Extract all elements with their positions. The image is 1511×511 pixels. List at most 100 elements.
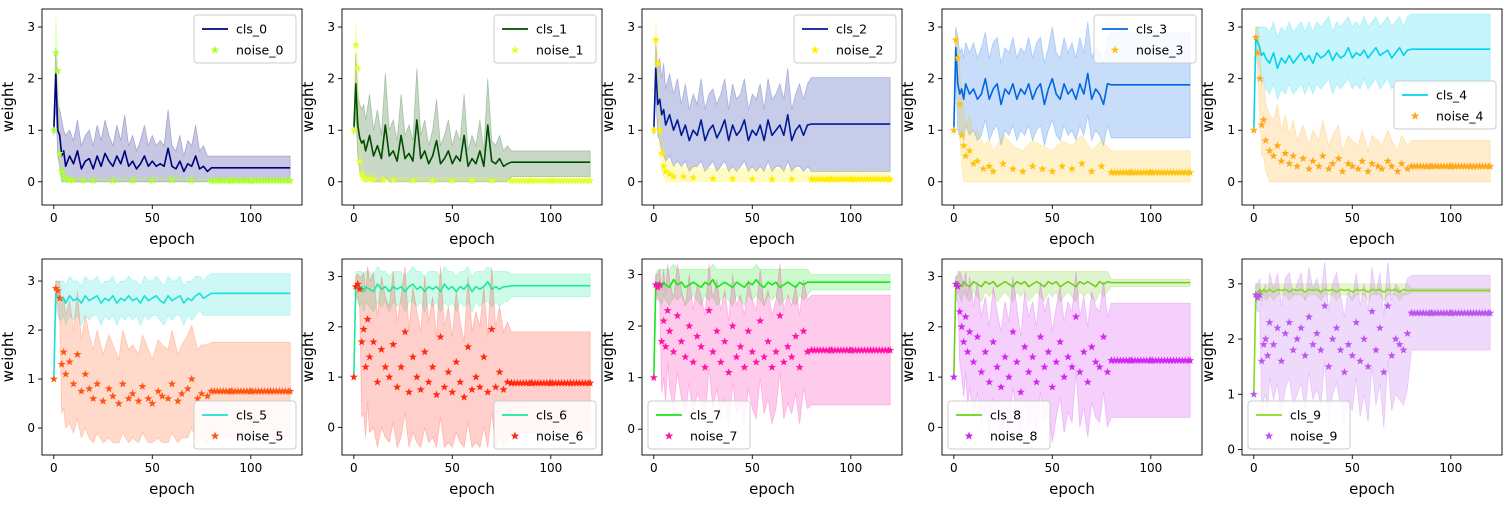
noise_7-point <box>813 346 822 354</box>
x-axis-label: epoch <box>1349 230 1395 248</box>
noise_8-point <box>1064 352 1073 361</box>
noise_8-point <box>1095 362 1104 371</box>
noise_2-point <box>651 35 660 44</box>
noise_2-point <box>728 174 737 183</box>
noise_8-point <box>1178 356 1187 364</box>
x-axis-label: epoch <box>149 230 195 248</box>
noise_4-point <box>1475 162 1484 170</box>
legend: cls_1 noise_1 <box>493 14 597 64</box>
noise_4-point <box>1393 167 1402 175</box>
noise_2-point <box>659 162 668 170</box>
noise_6-point <box>475 382 484 391</box>
noise_6-point <box>578 378 587 387</box>
legend: cls_6 noise_6 <box>493 400 597 450</box>
cls_9-band <box>1253 283 1491 400</box>
noise_4-point <box>1255 74 1264 83</box>
noise_2-point <box>860 175 869 183</box>
noise_7-point <box>791 332 800 340</box>
noise_9-point <box>1312 329 1321 337</box>
noise_8-point <box>1071 312 1080 321</box>
noise_9-point <box>1324 362 1333 371</box>
x-tick-label: 50 <box>745 211 760 225</box>
legend-box <box>493 400 597 450</box>
noise_6-point <box>357 337 366 346</box>
y-tick-label: 2 <box>27 72 35 86</box>
noise_9-point <box>1442 308 1451 317</box>
noise_9-point <box>1454 308 1463 317</box>
noise_1-point <box>510 176 519 185</box>
noise_6-point <box>393 382 402 391</box>
noise_0-point <box>49 126 58 134</box>
noise_9-point <box>1403 329 1412 337</box>
noise_1-point <box>542 176 551 185</box>
legend-label: noise_4 <box>1436 109 1483 124</box>
noise_5-point <box>245 387 254 395</box>
legend-box <box>193 400 297 450</box>
noise_9-point <box>1352 318 1361 326</box>
noise_7-point <box>869 346 878 354</box>
legend-label: cls_3 <box>1136 22 1167 37</box>
noise_5-point <box>193 394 202 403</box>
noise_8-point <box>949 372 958 381</box>
noise_4-point <box>1481 162 1490 170</box>
noise_6-point <box>539 378 548 387</box>
y-tick-label: 1 <box>1227 387 1235 401</box>
noise_9-point <box>1391 334 1400 343</box>
noise_4-point <box>1436 162 1445 170</box>
noise_5-point <box>104 384 113 393</box>
noise_5-point <box>219 387 228 395</box>
noise_6-point <box>545 378 554 387</box>
noise_0-point <box>257 176 266 185</box>
y-tick-label: 1 <box>627 371 635 385</box>
noise_3-point <box>1068 164 1076 173</box>
x-tick-label: 100 <box>1139 211 1162 225</box>
noise_7-point <box>810 346 819 354</box>
noise_3-point <box>1058 162 1067 170</box>
noise_4-point <box>1299 154 1308 162</box>
noise_8-point <box>955 307 964 316</box>
x-axis-label: epoch <box>1049 230 1095 248</box>
noise_8-point <box>1056 337 1065 346</box>
noise_6-point <box>349 372 358 381</box>
noise_3-point <box>1131 168 1140 176</box>
noise_2-point <box>863 175 872 183</box>
noise_3-point <box>979 164 988 173</box>
noise_5-point <box>128 389 137 398</box>
noise_2-point <box>836 175 845 183</box>
noise_9-point <box>1261 334 1270 343</box>
y-tick-label: 0 <box>1227 442 1235 456</box>
y-axis-label: weight <box>299 332 317 383</box>
noise_0-point <box>222 176 231 185</box>
noise_6-point <box>554 378 563 387</box>
x-tick-label: 0 <box>950 461 958 475</box>
axes-frame <box>641 258 903 456</box>
noise_2-point <box>819 175 828 183</box>
noise_5-point <box>99 396 108 405</box>
noise_4-point <box>1261 136 1270 144</box>
legend: cls_3 noise_3 <box>1093 14 1197 64</box>
noise_4-point <box>1425 162 1434 170</box>
noise_8-point <box>1068 362 1076 371</box>
noise_0-point <box>216 176 225 185</box>
noise_3-point <box>1028 162 1037 170</box>
x-tick-label: 50 <box>445 211 460 225</box>
noise_7-point <box>685 321 694 330</box>
noise_5-point <box>85 384 94 393</box>
noise_7-point <box>708 347 717 356</box>
noise_2-markers <box>649 35 895 183</box>
noise_8-point <box>1016 387 1025 396</box>
noise_7-point <box>839 346 848 354</box>
y-tick-label: 2 <box>927 72 935 86</box>
cls_2-band <box>653 42 891 173</box>
noise_8-point <box>1133 356 1142 364</box>
noise_5-point <box>154 387 163 395</box>
noise_5-point <box>148 399 157 407</box>
noise_1-point <box>566 176 575 185</box>
noise_8-point <box>989 337 998 346</box>
noise_6-point <box>428 362 437 371</box>
noise_6-point <box>389 340 398 348</box>
noise_9-point <box>1416 308 1425 317</box>
noise_5-point <box>231 387 240 395</box>
noise_0-point <box>239 176 248 185</box>
noise_5-point <box>69 379 78 388</box>
